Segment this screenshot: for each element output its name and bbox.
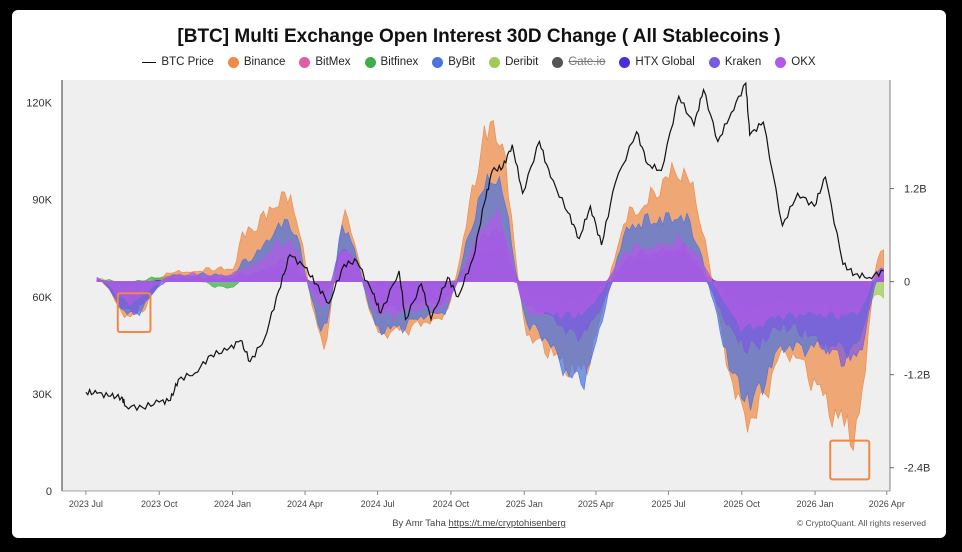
legend-label: Bitfinex [380, 56, 419, 68]
legend-swatch [142, 61, 157, 63]
left-tick-label: 30K [32, 389, 52, 401]
x-tick-label: 2025 Apr [578, 499, 614, 509]
x-tick-label: 2024 Jan [214, 499, 251, 509]
x-tick-label: 2026 Apr [869, 499, 905, 509]
btc-price-line [85, 81, 884, 412]
legend-label: Kraken [724, 56, 762, 68]
legend-swatch [227, 56, 239, 68]
left-tick-label: 120K [26, 98, 52, 110]
footer-copyright: © CryptoQuant. All rights reserved [796, 518, 926, 528]
chart-svg: 0 30K 60K 90K 120K 1.2B 0 -1.2B -2.4B 2023 Jul 202… [26, 80, 930, 509]
x-tick-label: 2025 Jan [506, 499, 543, 509]
legend-item-bitmex[interactable]: BitMex [299, 56, 351, 68]
legend-swatch [299, 56, 311, 68]
legend-label: Binance [243, 56, 286, 68]
x-tick-label: 2024 Apr [287, 499, 323, 509]
legend-item-btc-price[interactable]: BTC Price [142, 56, 214, 68]
legend-swatch [364, 56, 376, 68]
legend-item-bybit[interactable]: ByBit [432, 56, 475, 68]
legend-swatch [552, 56, 564, 68]
x-tick-label: 2023 Jul [69, 499, 103, 509]
legend-item-bitfinex[interactable]: Bitfinex [364, 56, 419, 68]
x-tick-label: 2024 Jul [361, 499, 395, 509]
highlight-box [116, 292, 152, 334]
right-tick-label: -1.2B [904, 370, 930, 382]
chart-legend: BTC Price Binance BitMex Bitfinex ByBit Derib… [12, 56, 946, 68]
legend-item-deribit[interactable]: Deribit [489, 56, 538, 68]
left-tick-label: 60K [32, 292, 52, 304]
x-tick-label: 2025 Jul [651, 499, 685, 509]
left-tick-label: 0 [46, 486, 52, 498]
legend-swatch [489, 56, 501, 68]
x-tick-label: 2024 Oct [433, 499, 470, 509]
legend-label: BitMex [315, 56, 351, 68]
legend-label: Deribit [505, 56, 539, 68]
legend-label: ByBit [448, 56, 476, 68]
x-tick-label: 2025 Oct [724, 499, 761, 509]
legend-label: OKX [791, 56, 816, 68]
legend-swatch [708, 56, 720, 68]
area-binance [96, 119, 884, 452]
chart-card: [BTC] Multi Exchange Open Interest 30D C… [12, 10, 946, 538]
legend-label: HTX Global [635, 56, 695, 68]
legend-swatch [775, 56, 787, 68]
credit-link[interactable]: https://t.me/cryptohisenberg [448, 518, 566, 529]
area-okx [96, 210, 884, 333]
right-tick-label: 0 [904, 277, 910, 289]
x-tick-label: 2023 Oct [141, 499, 178, 509]
area-bybit [96, 173, 884, 411]
right-tick-label: 1.2B [904, 184, 927, 196]
legend-label: Gate.io [568, 56, 606, 68]
left-tick-label: 90K [32, 195, 52, 207]
chart-title: [BTC] Multi Exchange Open Interest 30D C… [177, 26, 781, 47]
legend-label: BTC Price [161, 56, 214, 68]
legend-swatch [619, 56, 631, 68]
legend-item-htx-global[interactable]: HTX Global [619, 56, 695, 68]
legend-item-binance[interactable]: Binance [227, 56, 286, 68]
legend-item-kraken[interactable]: Kraken [708, 56, 762, 68]
credit-author: By Amr Taha [392, 518, 446, 529]
right-tick-label: -2.4B [904, 463, 930, 475]
highlight-box [829, 439, 871, 481]
legend-item-gate-io[interactable]: Gate.io [552, 56, 605, 68]
x-tick-label: 2026 Jan [797, 499, 834, 509]
legend-swatch [432, 56, 444, 68]
footer-credit: By Amr Taha https://t.me/cryptohisenberg [12, 518, 946, 529]
legend-item-okx[interactable]: OKX [775, 56, 816, 68]
